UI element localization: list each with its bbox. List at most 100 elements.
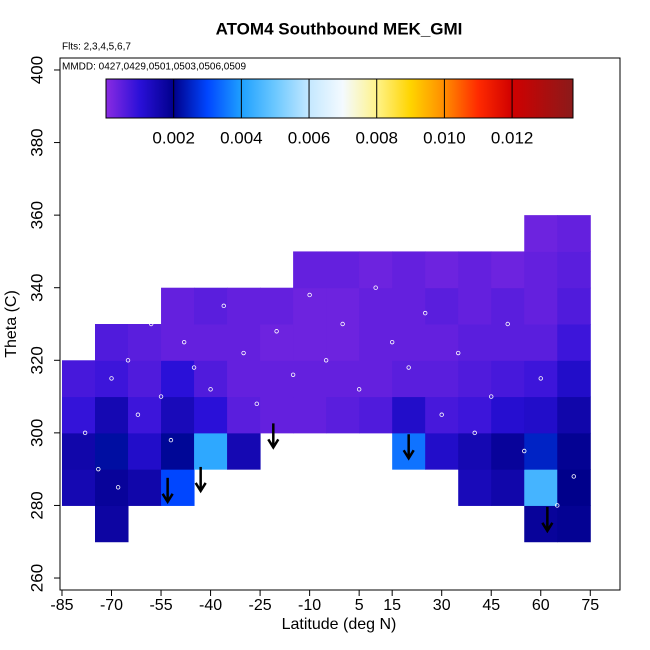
heat-cell (128, 360, 162, 398)
arrow-head (541, 522, 554, 534)
sample-point (406, 365, 411, 370)
heat-cell (458, 287, 492, 325)
heat-cell (524, 251, 558, 289)
heat-cell (61, 469, 96, 506)
sample-point (135, 412, 141, 417)
sample-point (241, 350, 246, 356)
heat-cell (425, 396, 459, 434)
heat-cell (359, 360, 393, 398)
sample-point (290, 372, 296, 378)
heat-cell (425, 324, 459, 361)
heat-cell (128, 396, 162, 434)
heat-cell (260, 360, 294, 398)
heat-cell (260, 287, 294, 325)
arrow-head (194, 482, 207, 494)
sample-point (109, 376, 114, 381)
heat-cell (557, 251, 591, 289)
sample-point (125, 358, 131, 363)
sample-point (221, 303, 226, 309)
y-axis-label: Theta (C) (3, 290, 20, 358)
heat-cell (425, 287, 459, 325)
x-tick-label: -55 (149, 597, 172, 614)
heat-cell (227, 360, 261, 398)
y-tick-label: 360 (27, 201, 46, 229)
x-tick-label: 15 (383, 597, 401, 614)
sample-point (148, 321, 154, 327)
heat-cell (326, 360, 360, 398)
arrow (161, 477, 174, 505)
heat-cell (95, 396, 129, 434)
heat-cell (392, 324, 426, 361)
heat-cell (524, 324, 558, 361)
heat-cell (260, 396, 294, 434)
heat-cell (524, 396, 558, 434)
sample-point (254, 401, 259, 407)
sample-point (505, 321, 510, 327)
x-tick-label: 60 (532, 597, 550, 614)
sample-point (439, 412, 444, 417)
heat-cell (326, 324, 360, 361)
heat-cell (491, 360, 525, 398)
heat-cell (227, 324, 261, 361)
heat-cell (557, 287, 591, 325)
heat-cell (293, 287, 327, 325)
heat-cell (194, 360, 228, 398)
heat-cell (161, 432, 195, 470)
heat-cell (524, 215, 558, 252)
heat-cell (491, 396, 525, 434)
sample-point (389, 339, 395, 345)
heat-cell (326, 251, 360, 289)
colorbar-tick-label: 0.006 (288, 128, 331, 147)
x-tick-label: 30 (433, 597, 451, 614)
colorbar (105, 78, 574, 119)
sample-point (181, 339, 187, 345)
heat-cell (557, 505, 591, 543)
sample-point (373, 285, 378, 290)
sample-point (158, 394, 164, 399)
heat-cell (227, 432, 261, 470)
sample-point (323, 358, 329, 363)
x-tick-label: 75 (581, 597, 599, 614)
sample-point (191, 365, 197, 370)
heat-cell (392, 360, 426, 398)
sample-point (422, 310, 428, 316)
heat-cell (425, 251, 459, 289)
heat-cell (95, 324, 129, 361)
heat-cell (425, 432, 459, 470)
heat-cell (128, 324, 162, 361)
heat-cell (524, 432, 558, 470)
arrow (402, 434, 415, 461)
heat-cell (557, 469, 591, 506)
heat-cell (392, 251, 426, 289)
colorbar-tick-label: 0.008 (355, 128, 398, 147)
subtitle: Flts: 2,3,4,5,6,7 (62, 42, 131, 53)
heat-cell (524, 287, 558, 325)
sample-point (489, 394, 494, 399)
heat-cell (128, 432, 162, 470)
heat-cell (293, 360, 327, 398)
heat-cell (161, 360, 195, 398)
x-tick-label: -85 (50, 597, 73, 614)
annotation: MMDD: 0427,0429,0501,0503,0506,0509 (62, 62, 246, 73)
sample-point (571, 474, 576, 479)
sample-point (522, 448, 527, 454)
chart-title: ATOM4 Southbound MEK_GMI (216, 19, 463, 38)
y-tick-label: 280 (27, 491, 46, 519)
sample-point (208, 387, 213, 392)
heat-cell (326, 287, 360, 325)
sample-point (456, 350, 461, 356)
heat-cell (557, 215, 591, 252)
y-tick-label: 300 (27, 419, 46, 447)
x-tick-label: -25 (249, 597, 272, 614)
heat-cell (293, 396, 327, 434)
x-tick-label: 45 (482, 597, 500, 614)
x-axis-label: Latitude (deg N) (282, 616, 397, 633)
heat-cell (491, 287, 525, 325)
plot-frame (59, 57, 621, 591)
y-tick-label: 260 (27, 564, 46, 592)
heat-cell (194, 324, 228, 361)
sample-point (356, 387, 362, 392)
sample-point (115, 485, 121, 490)
y-tick-label: 400 (27, 56, 46, 84)
